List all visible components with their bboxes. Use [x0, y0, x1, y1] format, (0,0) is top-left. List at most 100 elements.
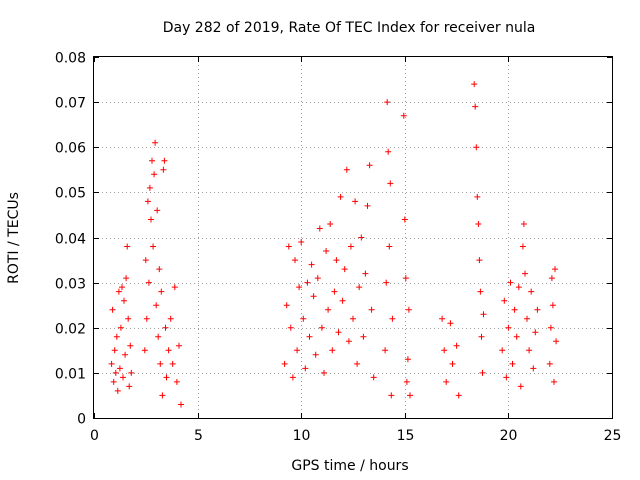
- data-point-plus: [114, 387, 121, 394]
- data-point-plus: [552, 266, 558, 273]
- y-tick-label: 0.02: [55, 322, 86, 338]
- data-point-plus: [115, 288, 122, 295]
- data-point-plus: [123, 275, 130, 282]
- data-point-plus: [551, 378, 557, 385]
- data-point-plus: [455, 392, 462, 399]
- data-point-plus: [476, 257, 483, 264]
- data-point-plus: [281, 360, 288, 367]
- data-point-plus: [530, 365, 537, 372]
- data-point-plus: [109, 306, 116, 313]
- data-point-plus: [300, 315, 307, 322]
- data-point-plus: [124, 243, 131, 250]
- data-point-plus: [503, 374, 510, 381]
- data-point-plus: [443, 378, 450, 385]
- data-point-plus: [161, 157, 168, 164]
- data-point-plus: [524, 315, 530, 322]
- data-point-plus: [547, 324, 554, 331]
- x-tick-label: 20: [500, 428, 518, 444]
- data-point-plus: [119, 284, 125, 291]
- data-point-plus: [370, 374, 377, 381]
- data-point-plus: [475, 221, 482, 227]
- data-point-plus: [477, 288, 484, 295]
- x-tick-label: 5: [194, 428, 203, 444]
- data-point-plus: [310, 293, 317, 300]
- data-point-plus: [159, 392, 166, 399]
- data-point-plus: [386, 243, 393, 250]
- data-point-plus: [176, 342, 182, 349]
- data-point-plus: [296, 284, 303, 291]
- data-point-plus: [354, 360, 361, 367]
- grid: [94, 57, 612, 418]
- data-point-plus: [549, 302, 556, 309]
- data-point-plus: [289, 374, 296, 381]
- data-point-plus: [108, 360, 115, 367]
- data-point-plus: [358, 234, 365, 241]
- data-point-plus: [501, 297, 508, 304]
- data-point-plus: [347, 243, 354, 250]
- data-point-plus: [368, 306, 375, 313]
- x-tick-label: 25: [604, 428, 622, 444]
- data-point-plus: [509, 360, 516, 367]
- y-axis-label: ROTI / TECUs: [6, 192, 22, 284]
- y-tick-label: 0.03: [55, 277, 86, 293]
- data-point-plus: [404, 356, 411, 363]
- data-point-plus: [142, 257, 149, 264]
- data-point-plus: [331, 288, 338, 295]
- data-point-plus: [335, 329, 342, 336]
- data-point-plus: [121, 297, 127, 304]
- data-point-plus: [402, 275, 409, 282]
- y-tick-label: 0: [77, 412, 86, 428]
- data-point-plus: [149, 157, 155, 164]
- data-point-plus: [298, 239, 305, 245]
- data-point-plus: [143, 315, 150, 322]
- data-point-plus: [505, 324, 512, 331]
- data-point-plus: [471, 81, 478, 88]
- data-point-plus: [150, 243, 157, 250]
- data-point-plus: [294, 347, 301, 354]
- data-point-plus: [283, 302, 290, 309]
- data-point-plus: [113, 333, 120, 340]
- data-point-plus: [158, 288, 165, 295]
- data-point-plus: [388, 392, 395, 399]
- data-point-plus: [366, 162, 373, 169]
- data-point-plus: [110, 378, 117, 385]
- data-point-plus: [389, 315, 396, 322]
- x-tick-label: 0: [90, 428, 99, 444]
- data-point-plus: [447, 320, 454, 327]
- data-point-plus: [154, 207, 161, 214]
- data-point-plus: [333, 257, 340, 264]
- data-point-plus: [306, 333, 313, 340]
- data-point-plus: [163, 374, 170, 381]
- y-tick-label: 0.05: [55, 186, 86, 202]
- data-point-plus: [146, 184, 153, 191]
- chart-title: Day 282 of 2019, Rate Of TEC Index for r…: [163, 20, 536, 36]
- data-point-plus: [385, 148, 392, 155]
- data-point-plus: [112, 369, 119, 376]
- data-point-plus: [382, 347, 389, 354]
- data-point-plus: [153, 302, 160, 309]
- data-point-plus: [453, 342, 460, 349]
- data-point-plus: [117, 324, 124, 331]
- data-point-plus: [517, 383, 524, 390]
- data-point-plus: [141, 347, 148, 354]
- y-tick-label: 0.04: [55, 232, 86, 248]
- data-point-plus: [387, 180, 394, 187]
- data-point-plus: [350, 315, 356, 322]
- data-point-plus: [407, 392, 413, 399]
- data-point-plus: [321, 369, 327, 376]
- data-point-plus: [515, 284, 522, 291]
- data-point-plus: [318, 324, 325, 331]
- data-point-plus: [148, 216, 154, 223]
- data-point-plus: [519, 243, 526, 250]
- data-point-plus: [157, 360, 164, 367]
- data-point-plus: [178, 401, 184, 408]
- data-point-plus: [285, 243, 292, 250]
- data-point-plus: [325, 306, 332, 313]
- x-tick-label: 10: [293, 428, 311, 444]
- data-point-plus: [152, 139, 159, 146]
- data-point-plus: [127, 342, 134, 349]
- data-point-plus: [520, 221, 527, 227]
- y-tick-label: 0.07: [55, 96, 86, 112]
- data-point-plus: [327, 221, 334, 227]
